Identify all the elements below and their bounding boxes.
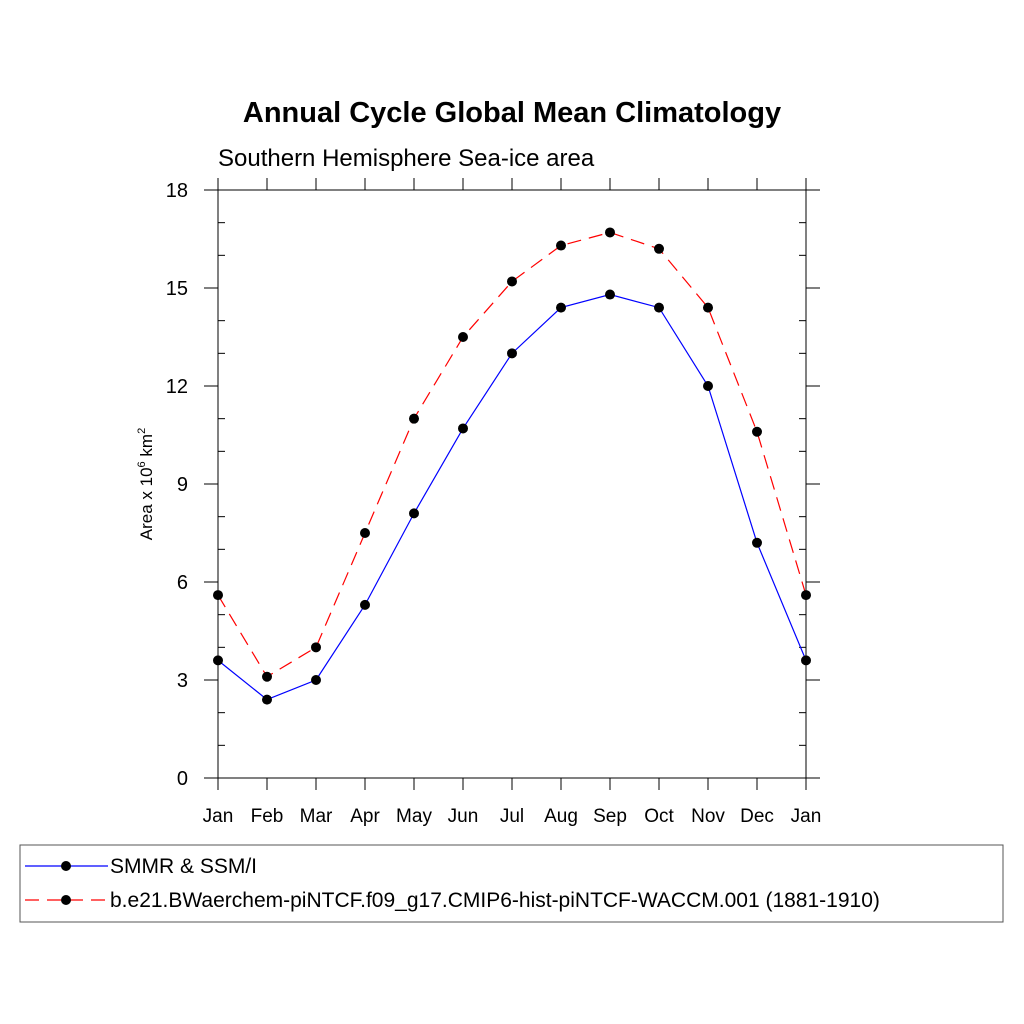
legend-marker-1 xyxy=(61,895,71,905)
series-0-point xyxy=(801,655,811,666)
x-tick-label: Feb xyxy=(251,806,284,827)
x-tick-label: Dec xyxy=(740,806,774,827)
x-tick-label: Oct xyxy=(644,806,674,827)
y-tick-label: 0 xyxy=(177,768,188,790)
series-0-point xyxy=(507,348,517,359)
x-tick-label: Mar xyxy=(300,806,333,827)
y-tick-label: 12 xyxy=(166,376,188,398)
y-axis-label: Area x 106 km2 xyxy=(136,428,156,540)
x-tick-label: Nov xyxy=(691,806,725,827)
legend-label-1: b.e21.BWaerchem-piNTCF.f09_g17.CMIP6-his… xyxy=(110,889,880,912)
series-1-point xyxy=(752,426,762,437)
y-tick-label: 9 xyxy=(177,474,188,496)
y-axis-label-base: Area x 10 xyxy=(137,467,156,540)
y-tick-label: 6 xyxy=(177,572,188,594)
series-1-point xyxy=(311,642,321,653)
series-0-point xyxy=(262,694,272,705)
x-tick-label: Jan xyxy=(203,806,234,827)
series-1-point xyxy=(458,332,468,342)
series-1-point xyxy=(507,276,517,287)
series-0-point xyxy=(752,537,762,548)
legend-marker-0 xyxy=(61,861,71,871)
x-tick-label: Sep xyxy=(593,806,627,827)
y-axis-label-exp1: 6 xyxy=(136,461,148,467)
y-tick-label: 3 xyxy=(177,670,188,692)
legend: SMMR & SSM/I b.e21.BWaerchem-piNTCF.f09_g… xyxy=(19,844,1004,923)
chart-subtitle: Southern Hemisphere Sea-ice area xyxy=(218,145,595,172)
series-line-1 xyxy=(217,231,807,678)
x-tick-label: Aug xyxy=(544,806,578,827)
y-tick-label: 15 xyxy=(166,278,188,300)
series-1-point xyxy=(703,302,713,313)
series-0-point xyxy=(409,508,419,519)
x-tick-label: Jul xyxy=(500,806,524,827)
x-tick-label: Apr xyxy=(350,806,380,827)
series-1-point xyxy=(801,590,811,601)
series-0-point xyxy=(360,599,370,610)
series-1-point xyxy=(409,413,419,424)
series-1-point xyxy=(360,528,370,538)
y-tick-label: 18 xyxy=(166,180,188,202)
series-0-point xyxy=(213,655,223,666)
series-1-point xyxy=(605,227,615,238)
series-1-point xyxy=(556,240,566,251)
series-0-point xyxy=(703,381,713,391)
chart-title: Annual Cycle Global Mean Climatology xyxy=(243,97,781,129)
plot-area: 0 3 6 9 12 15 18 Jan Feb Mar Apr May Jun Jul Aug Sep Oct… xyxy=(166,178,822,827)
legend-label-0: SMMR & SSM/I xyxy=(110,855,257,878)
y-axis-label-exp2: 2 xyxy=(136,428,148,434)
series-0-point xyxy=(458,423,468,434)
series-1-point xyxy=(654,243,664,254)
series-1-point xyxy=(213,590,223,601)
x-tick-label: Jan xyxy=(791,806,822,827)
series-0-point xyxy=(311,675,321,685)
x-tick-label: May xyxy=(396,806,432,827)
series-0-point xyxy=(556,302,566,313)
series-1-point xyxy=(262,671,272,682)
x-tick-label: Jun xyxy=(448,806,479,827)
legend-box xyxy=(19,844,1004,923)
y-axis-label-unit: km xyxy=(137,434,156,461)
series-0-point xyxy=(654,302,664,313)
series-0-point xyxy=(605,289,615,300)
